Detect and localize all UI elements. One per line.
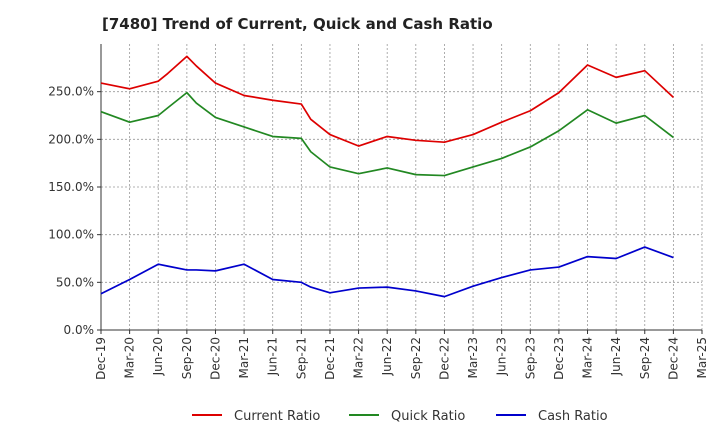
y-tick-label: 0.0% (64, 323, 95, 337)
x-tick-label: Sep-20 (180, 337, 194, 379)
legend-label-current-ratio: Current Ratio (234, 409, 320, 424)
x-tick-label: Jun-20 (151, 337, 165, 376)
y-tick-label: 200.0% (48, 132, 94, 146)
x-tick-label: Mar-21 (237, 337, 251, 378)
y-tick-label: 100.0% (48, 228, 94, 242)
x-tick-label: Sep-23 (523, 337, 537, 379)
x-tick-label: Mar-25 (695, 337, 709, 378)
legend: Current Ratio Quick Ratio Cash Ratio (192, 409, 608, 424)
grid (101, 44, 703, 330)
x-tick-label: Dec-23 (552, 337, 566, 380)
x-tick-label: Jun-22 (380, 337, 394, 376)
x-tick-label: Sep-21 (294, 337, 308, 379)
x-tick-label: Sep-22 (409, 337, 423, 379)
legend-label-quick-ratio: Quick Ratio (391, 409, 465, 424)
legend-label-cash-ratio: Cash Ratio (538, 409, 608, 424)
x-tick-label: Mar-20 (123, 337, 137, 378)
y-tick-label: 50.0% (56, 275, 94, 289)
x-tick-label: Dec-22 (437, 337, 451, 380)
x-tick-label: Dec-20 (208, 337, 222, 380)
x-tick-label: Mar-24 (581, 337, 595, 378)
x-axis-ticks: Dec-19 Mar-20 Jun-20 Sep-20 Dec-20 Mar-21 Jun-… (94, 330, 709, 380)
x-tick-label: Jun-21 (266, 337, 280, 376)
x-tick-label: Dec-24 (666, 337, 680, 380)
x-tick-label: Dec-19 (94, 337, 108, 380)
cash-ratio-line (100, 246, 674, 298)
x-tick-label: Dec-21 (323, 337, 337, 380)
x-tick-label: Jun-24 (609, 337, 623, 376)
x-tick-label: Mar-22 (352, 337, 366, 378)
series-lines (100, 55, 674, 298)
y-axis-ticks: 0.0% 50.0% 100.0% 150.0% 200.0% 250.0% (48, 85, 101, 337)
chart-title: [7480] Trend of Current, Quick and Cash … (102, 15, 493, 33)
x-tick-label: Mar-23 (466, 337, 480, 378)
x-tick-label: Sep-24 (638, 337, 652, 379)
x-tick-label: Jun-23 (495, 337, 509, 376)
y-tick-label: 250.0% (48, 85, 94, 99)
quick-ratio-line (100, 91, 674, 177)
y-tick-label: 150.0% (48, 180, 94, 194)
current-ratio-line (100, 55, 674, 147)
